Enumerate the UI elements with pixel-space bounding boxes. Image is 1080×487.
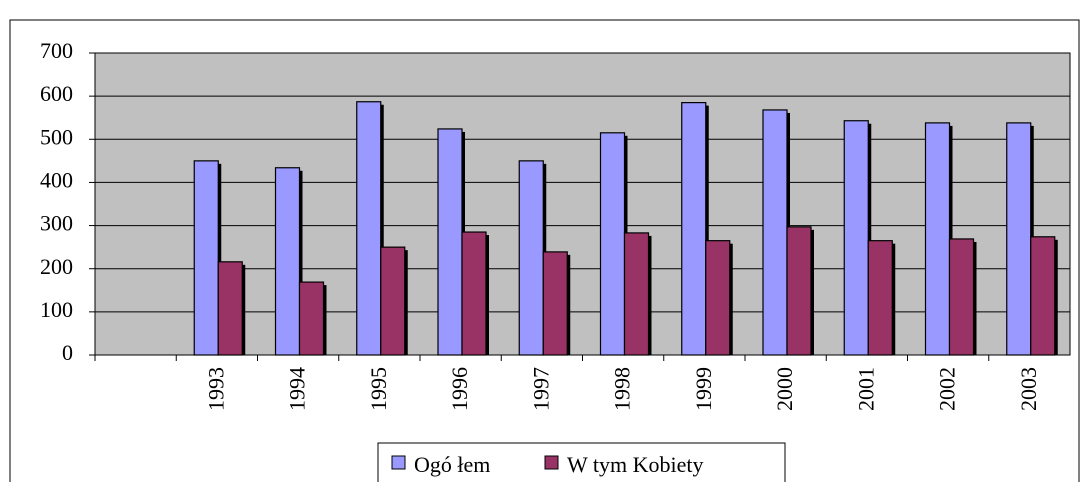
- bar: [298, 281, 325, 356]
- bar: [461, 231, 487, 356]
- x-tick-label: 1997: [528, 367, 553, 411]
- y-tick-label: 600: [40, 81, 73, 106]
- bar: [1030, 236, 1056, 356]
- x-tick-label: 2002: [935, 367, 960, 411]
- bar: [217, 261, 243, 356]
- bar: [542, 251, 568, 356]
- y-tick-label: 200: [40, 254, 73, 279]
- x-tick-label: 1993: [203, 367, 228, 411]
- bar: [843, 120, 869, 356]
- bar: [1006, 122, 1032, 356]
- legend-label: Ogó łem: [414, 452, 490, 477]
- x-tick-label: 2003: [1016, 367, 1041, 411]
- bar: [599, 132, 626, 356]
- bar: [762, 109, 788, 356]
- bar: [437, 128, 463, 356]
- bar: [867, 240, 893, 356]
- y-tick-label: 700: [40, 38, 73, 63]
- y-tick-label: 100: [40, 297, 73, 322]
- bar: [274, 167, 301, 356]
- bar: [193, 160, 219, 356]
- legend-swatch: [391, 455, 406, 470]
- bar: [681, 102, 707, 356]
- legend-box: [377, 442, 786, 487]
- plot-area: [94, 52, 1071, 356]
- y-tick-label: 300: [40, 211, 73, 236]
- bar: [356, 101, 382, 356]
- bar: [705, 240, 731, 356]
- x-tick-label: 1998: [610, 367, 635, 411]
- x-tick-label: 1996: [447, 367, 472, 411]
- x-tick-label: 2001: [853, 367, 878, 411]
- bar: [518, 160, 544, 356]
- x-tick-label: 1994: [285, 367, 310, 411]
- y-tick-label: 400: [40, 167, 73, 192]
- bar: [924, 122, 951, 356]
- y-tick-label: 500: [40, 124, 73, 149]
- legend-swatch: [544, 455, 559, 470]
- x-tick-label: 1995: [366, 367, 391, 411]
- x-tick-label: 2000: [772, 367, 797, 411]
- bar: [380, 246, 406, 356]
- bar: [786, 226, 812, 356]
- x-tick-label: 1999: [691, 367, 716, 411]
- bar: [948, 238, 975, 356]
- legend-label: W tym Kobiety: [567, 452, 703, 477]
- y-tick-label: 0: [62, 340, 73, 365]
- bar: [623, 232, 650, 356]
